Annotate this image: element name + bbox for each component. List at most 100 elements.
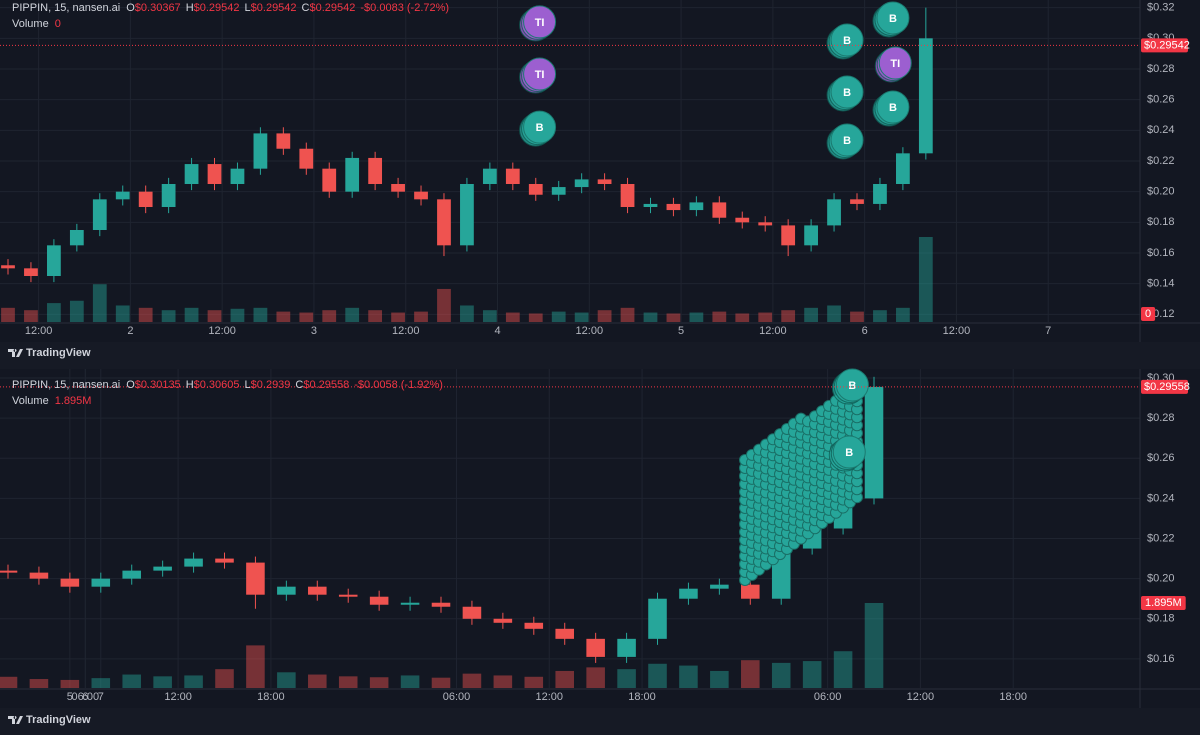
volume-bar <box>735 313 750 322</box>
candle-body <box>92 199 107 230</box>
legend-text: O <box>126 2 135 14</box>
brand-name: TradingView <box>26 347 91 359</box>
y-tick-label: $0.24 <box>1147 124 1175 136</box>
candle-body <box>153 566 172 571</box>
x-tick-label: 06:00 <box>814 691 842 703</box>
candle-body <box>207 164 222 184</box>
legend-text: Volume <box>12 395 49 407</box>
volume-bar <box>802 661 822 688</box>
candle-body <box>648 598 667 639</box>
volume-bar <box>620 307 635 322</box>
candle-body <box>431 602 451 607</box>
x-tick-label: 12:00 <box>907 691 935 703</box>
price-tag-label: $0.29542 <box>1144 39 1190 51</box>
candle-body <box>896 153 910 184</box>
legend-text: C <box>302 2 310 14</box>
volume-bar <box>400 675 420 688</box>
brand-name: TradingView <box>26 714 91 726</box>
y-tick-label: $0.26 <box>1147 452 1175 464</box>
trade-marker <box>830 123 864 157</box>
candle-body <box>689 202 704 211</box>
volume-bar <box>115 305 130 322</box>
legend-text: PIPPIN, 15, nansen.ai <box>12 2 120 14</box>
trade-marker <box>835 368 869 402</box>
x-tick-label: 18:00 <box>628 691 656 703</box>
legend-text: $0.30367 <box>135 2 181 14</box>
volume-bar <box>493 675 513 688</box>
marker-label: TI <box>535 69 545 81</box>
candle-body <box>1 265 15 269</box>
legend-text: L <box>245 379 251 391</box>
marker-label: TI <box>890 58 900 70</box>
candle-body <box>666 203 681 211</box>
y-tick-label: $0.24 <box>1147 492 1175 504</box>
candle-body <box>710 584 729 589</box>
candle-body <box>47 245 61 276</box>
volume-tag <box>1141 596 1186 610</box>
candle-body <box>69 230 84 246</box>
y-tick-label: $0.20 <box>1147 186 1175 198</box>
y-tick-label: $0.16 <box>1147 653 1175 665</box>
volume-bar <box>60 679 80 688</box>
x-tick-label: 12:00 <box>535 691 563 703</box>
legend-text: H <box>186 2 194 14</box>
legend-text: H <box>186 379 194 391</box>
volume-bar <box>184 307 199 322</box>
candle-body <box>462 606 482 619</box>
volume-bar <box>368 310 383 322</box>
candle-body <box>276 133 291 149</box>
volume-bar <box>253 307 268 322</box>
volume-bar <box>277 672 296 688</box>
trade-marker <box>830 75 864 109</box>
y-tick-label: $0.18 <box>1147 216 1175 228</box>
volume-bar <box>345 307 360 322</box>
brand-icon <box>8 349 23 357</box>
volume-bar <box>771 662 791 688</box>
trade-marker <box>523 57 557 91</box>
volume-tag-label: 0 <box>1145 308 1151 320</box>
marker-label: B <box>843 35 851 47</box>
candle-body <box>918 38 933 154</box>
volume-bar <box>528 313 543 322</box>
legend-text: $0.29542 <box>251 2 297 14</box>
volume-bar <box>873 310 887 322</box>
volume-bar <box>369 677 389 688</box>
candle-body <box>184 558 203 567</box>
candle-body <box>345 157 360 192</box>
volume-bar <box>850 311 864 322</box>
x-tick-label: 5 <box>678 325 684 337</box>
marker-label: B <box>845 447 853 459</box>
price-tag <box>1141 379 1188 394</box>
x-tick-label: 6 <box>862 325 868 337</box>
brand-logo: TradingView <box>8 714 91 726</box>
candle-body <box>528 184 543 195</box>
y-tick-label: $0.20 <box>1147 573 1175 585</box>
candle-body <box>246 562 265 595</box>
volume-bar <box>827 305 841 322</box>
volume-bar <box>215 669 234 688</box>
candle-body <box>29 572 49 579</box>
legend-text: 1.895M <box>55 395 92 407</box>
candle-body <box>620 184 635 207</box>
x-tick-label: 12:00 <box>943 325 971 337</box>
brand-icon <box>8 716 23 724</box>
candle-body <box>60 578 80 587</box>
y-tick-label: $0.28 <box>1147 412 1175 424</box>
marker-label: TI <box>535 17 545 29</box>
candle-body <box>586 638 605 657</box>
candle-body <box>138 191 153 207</box>
volume-bar <box>414 311 428 322</box>
volume-bar <box>1 307 15 322</box>
volume-bar <box>246 645 265 688</box>
trade-marker <box>832 435 866 469</box>
volume-bar <box>689 312 704 322</box>
candle-body <box>493 618 513 623</box>
candle-body <box>368 157 383 184</box>
x-tick-label: 7 <box>1045 325 1051 337</box>
candle-body <box>230 168 245 184</box>
candle-body <box>277 586 296 595</box>
y-tick-label: $0.16 <box>1147 247 1175 259</box>
volume-bar <box>551 311 566 322</box>
legend-text: $0.29542 <box>310 2 356 14</box>
